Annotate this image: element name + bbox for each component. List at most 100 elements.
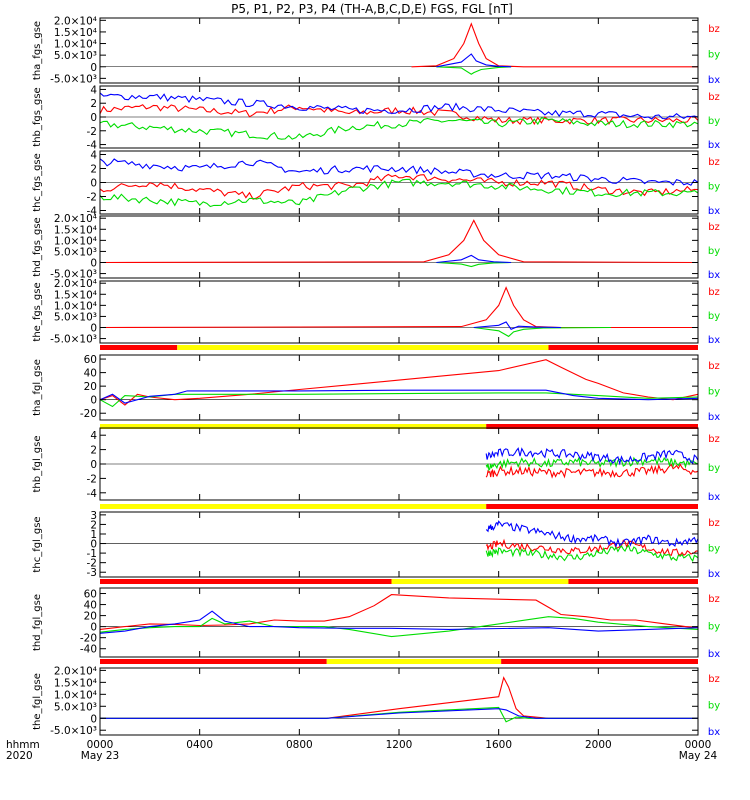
x-row-label-time: hhmm bbox=[6, 739, 40, 751]
panel-frame bbox=[99, 667, 699, 736]
legend-bz: bz bbox=[708, 361, 720, 372]
y-tick-label: 0 bbox=[90, 713, 97, 725]
legend-by: by bbox=[708, 622, 720, 633]
series-bz-line bbox=[99, 286, 698, 329]
mode-bar-segment bbox=[177, 345, 549, 350]
series-by-line bbox=[99, 616, 699, 638]
series-by-line bbox=[99, 117, 699, 140]
y-tick-label: -2 bbox=[87, 558, 97, 570]
series-bz-line bbox=[411, 22, 698, 68]
y-axis-label: thd_fgl_gse bbox=[32, 594, 43, 651]
y-tick-label: 1 bbox=[90, 529, 97, 541]
y-tick-label: 0 bbox=[90, 112, 97, 124]
y-tick-label: 2.0×10⁴ bbox=[54, 15, 97, 27]
x-tick-label: 0000 bbox=[87, 739, 114, 751]
mode-bar-segment bbox=[100, 579, 392, 584]
y-tick-label: 2.0×10⁴ bbox=[54, 278, 97, 290]
legend-bx: bx bbox=[708, 140, 720, 151]
legend-bz: bz bbox=[708, 24, 720, 35]
legend-by: by bbox=[708, 387, 720, 398]
y-axis-label: thd_fgs_gse bbox=[32, 217, 43, 276]
series-bx-line bbox=[99, 389, 699, 404]
series-by-line bbox=[100, 706, 698, 723]
y-tick-label: 1.0×10⁴ bbox=[54, 235, 97, 247]
legend-bz: bz bbox=[708, 518, 720, 529]
series-by-line bbox=[99, 178, 699, 208]
series-bz-line bbox=[99, 359, 699, 406]
legend-bx: bx bbox=[708, 412, 720, 423]
y-tick-label: 0 bbox=[90, 395, 97, 407]
y-tick-label: -4 bbox=[87, 140, 98, 152]
legend-by: by bbox=[708, 246, 720, 257]
panel-frame bbox=[99, 280, 699, 344]
series-by-line bbox=[473, 326, 611, 338]
x-tick-label: 1600 bbox=[485, 739, 512, 751]
series-bx-line bbox=[99, 92, 699, 120]
y-tick-label: 1.0×10⁴ bbox=[54, 689, 97, 701]
legend-bx: bx bbox=[708, 75, 720, 86]
y-tick-label: -2 bbox=[87, 126, 97, 138]
mode-bar-segment bbox=[486, 424, 698, 429]
y-tick-label: -3 bbox=[87, 567, 97, 579]
y-tick-label: 0 bbox=[90, 178, 97, 190]
y-tick-label: 40 bbox=[84, 600, 97, 612]
y-axis-label: the_fgs_gse bbox=[32, 282, 43, 341]
y-tick-label: 1.5×10⁴ bbox=[54, 677, 97, 689]
legend-bz: bz bbox=[708, 287, 720, 298]
y-tick-label: 0 bbox=[90, 622, 97, 634]
y-tick-label: -20 bbox=[80, 408, 97, 420]
y-axis-label: tha_fgl_gse bbox=[32, 359, 43, 416]
y-tick-label: 0 bbox=[90, 459, 97, 471]
legend-by: by bbox=[708, 701, 720, 712]
legend-by: by bbox=[708, 311, 720, 322]
mode-bar-segment bbox=[100, 345, 178, 350]
mode-bar-segment bbox=[548, 345, 698, 350]
series-bx-line bbox=[436, 53, 512, 68]
mode-bar-segment bbox=[100, 424, 487, 429]
y-tick-label: 0 bbox=[90, 62, 97, 74]
series-bz-line bbox=[99, 594, 699, 630]
y-tick-label: -20 bbox=[80, 633, 97, 645]
y-tick-label: 1.5×10⁴ bbox=[54, 224, 97, 236]
legend-bz: bz bbox=[708, 157, 720, 168]
legend-bx: bx bbox=[708, 649, 720, 660]
y-tick-label: 0 bbox=[90, 539, 97, 551]
y-axis-label: thc_fgl_gse bbox=[32, 516, 43, 572]
legend-bz: bz bbox=[708, 594, 720, 605]
y-tick-label: 5.0×10³ bbox=[54, 311, 97, 323]
y-tick-label: -5.0×10³ bbox=[50, 725, 97, 737]
series-bx-line bbox=[473, 321, 562, 330]
y-tick-label: 60 bbox=[84, 354, 97, 366]
legend-by: by bbox=[708, 182, 720, 193]
x-row-label-year: 2020 bbox=[6, 750, 33, 762]
mode-bar-segment bbox=[568, 579, 698, 584]
legend-bz: bz bbox=[708, 434, 720, 445]
y-tick-label: 2.0×10⁴ bbox=[54, 213, 97, 225]
y-tick-label: 20 bbox=[84, 611, 97, 623]
series-by-line bbox=[485, 456, 699, 472]
series-by-line bbox=[99, 392, 699, 408]
x-date-label: May 23 bbox=[81, 750, 119, 762]
mode-bar-segment bbox=[501, 659, 698, 664]
y-axis-label: thc_fgs_gse bbox=[32, 153, 43, 212]
y-tick-label: -5.0×10³ bbox=[50, 269, 97, 281]
legend-by: by bbox=[708, 544, 720, 555]
legend-bz: bz bbox=[708, 674, 720, 685]
mode-bar-segment bbox=[326, 659, 502, 664]
y-tick-label: -2 bbox=[87, 192, 97, 204]
y-tick-label: 1.0×10⁴ bbox=[54, 39, 97, 51]
panel-frame bbox=[99, 17, 699, 84]
x-tick-label: 1200 bbox=[386, 739, 413, 751]
legend-by: by bbox=[708, 50, 720, 61]
y-tick-label: 2 bbox=[90, 445, 97, 457]
y-tick-label: 1.5×10⁴ bbox=[54, 27, 97, 39]
series-bz-line bbox=[99, 173, 699, 200]
y-tick-label: 2 bbox=[90, 164, 97, 176]
y-axis-label: tha_fgs_gse bbox=[32, 21, 43, 80]
panel-frame bbox=[99, 511, 699, 578]
series-bz-line bbox=[485, 463, 699, 479]
plot-title: P5, P1, P2, P3, P4 (TH-A,B,C,D,E) FGS, F… bbox=[231, 2, 513, 16]
x-date-label: May 24 bbox=[679, 750, 718, 762]
x-tick-label: 2000 bbox=[585, 739, 612, 751]
